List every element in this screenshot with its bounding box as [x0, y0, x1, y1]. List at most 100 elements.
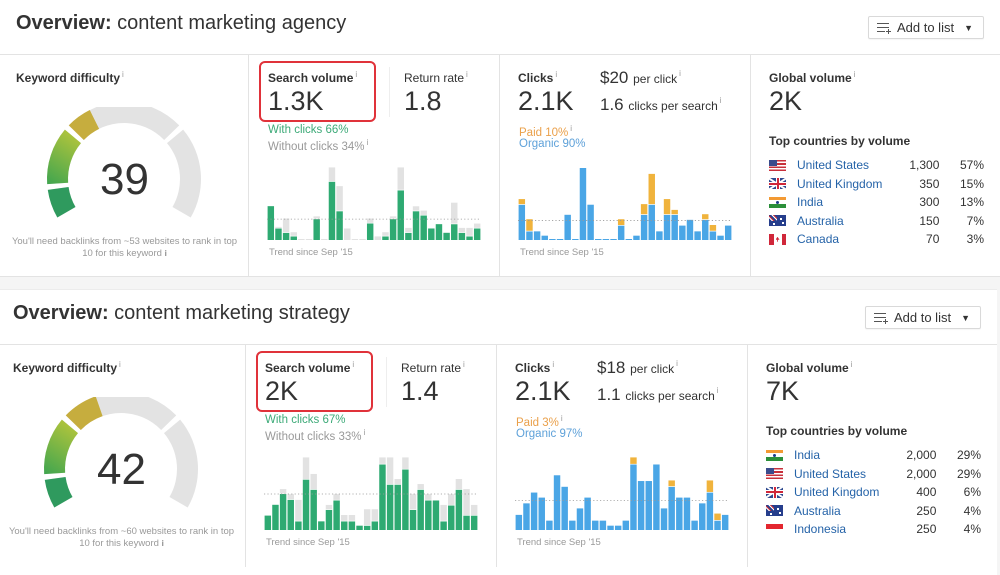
country-name-link[interactable]: United Kingdom	[797, 176, 883, 191]
info-icon[interactable]: i	[164, 249, 167, 258]
add-to-list-button[interactable]: Add to list ▼	[867, 16, 984, 39]
info-icon[interactable]: i	[560, 414, 563, 423]
bar-with-clicks	[264, 515, 272, 530]
bar-organic	[556, 239, 564, 240]
bar-separator	[287, 499, 294, 500]
bar-separator	[668, 486, 675, 487]
bar-organic	[561, 486, 568, 530]
clicks-per-search: 1.6 clicks per search i	[600, 95, 722, 114]
country-share: 57%	[959, 158, 984, 173]
bar-without-clicks	[310, 473, 317, 490]
top-countries-label: Top countries by volume	[766, 424, 908, 438]
bar-separator	[341, 520, 348, 522]
gauge-segment-fill	[47, 129, 82, 185]
clicks-card: Clicks i 2.1K $18 per click i 1.1 clicks p…	[497, 345, 748, 567]
bar-without-clicks	[295, 499, 302, 521]
info-icon[interactable]: i	[676, 359, 678, 369]
bar-with-clicks	[425, 500, 432, 530]
search-volume-card: Search volume i 1.3K Return rate i 1.8 Wit…	[249, 55, 500, 277]
divider	[386, 357, 387, 407]
bar-without-clicks	[313, 216, 320, 219]
country-volume: 250	[916, 503, 937, 518]
info-icon[interactable]: i	[555, 70, 558, 79]
info-icon[interactable]: i	[122, 70, 124, 79]
bar-without-clicks	[305, 239, 313, 240]
info-icon[interactable]: i	[366, 138, 369, 147]
highlight-box	[256, 351, 373, 412]
bar-separator	[448, 504, 455, 506]
country-name-link[interactable]: India	[794, 448, 821, 463]
country-name-link[interactable]: United States	[794, 466, 867, 481]
info-icon[interactable]: i	[853, 70, 856, 79]
info-icon[interactable]: i	[552, 360, 555, 369]
bar-separator	[440, 520, 447, 522]
return-rate-label: Return rate i	[404, 70, 468, 85]
trend-label: Trend since Sep '15	[269, 247, 353, 258]
country-name-link[interactable]: India	[797, 195, 824, 210]
bar-organic	[602, 239, 610, 240]
bar-with-clicks	[435, 224, 443, 240]
country-name-link[interactable]: Indonesia	[794, 522, 847, 537]
country-name-link[interactable]: Canada	[797, 232, 840, 247]
caret-down-icon: ▼	[964, 22, 973, 33]
bar-with-clicks	[348, 521, 356, 530]
bar-separator	[275, 227, 282, 229]
info-icon[interactable]: i	[716, 386, 719, 396]
info-icon[interactable]: i	[719, 96, 722, 106]
bar-with-clicks	[443, 232, 450, 240]
divider	[389, 67, 390, 117]
country-name-link[interactable]: United States	[797, 158, 870, 173]
bar-separator	[405, 232, 412, 233]
info-icon[interactable]: i	[463, 360, 465, 369]
bar-organic	[683, 497, 691, 530]
info-icon[interactable]: i	[850, 360, 853, 369]
info-icon[interactable]: i	[119, 360, 121, 369]
bar-organic	[717, 235, 724, 240]
add-to-list-button[interactable]: Add to list ▼	[864, 306, 981, 329]
bar-without-clicks	[302, 457, 310, 479]
info-icon[interactable]: i	[466, 70, 468, 79]
bar-organic	[614, 525, 622, 530]
flag-in-icon	[769, 196, 786, 208]
country-share: 6%	[963, 485, 981, 500]
flag-us-icon	[766, 468, 783, 480]
country-row: United States 1,300 57%	[769, 156, 984, 175]
bar-organic	[576, 508, 584, 530]
difficulty-gauge	[47, 107, 201, 218]
bar-separator	[325, 509, 333, 510]
keyword-text: content marketing strategy	[114, 302, 350, 324]
flag-us-icon	[769, 159, 786, 171]
country-name-link[interactable]: Australia	[794, 503, 841, 518]
country-name-link[interactable]: United Kingdom	[794, 485, 880, 500]
bar-organic	[676, 497, 683, 530]
info-icon[interactable]: i	[363, 428, 366, 437]
bar-without-clicks	[290, 232, 297, 236]
bar-organic	[671, 214, 678, 240]
global-volume-label: Global volume i	[766, 360, 853, 375]
bar-with-clicks	[470, 515, 478, 530]
bar-paid	[709, 225, 717, 231]
bar-paid	[617, 219, 625, 225]
bar-with-clicks	[356, 525, 363, 530]
bar-separator	[397, 189, 404, 191]
global-volume-value: 2K	[769, 86, 803, 116]
bar-organic	[518, 204, 526, 240]
country-name-link[interactable]: Australia	[797, 213, 844, 228]
info-icon[interactable]: i	[570, 124, 573, 133]
bar-with-clicks	[333, 500, 340, 530]
bar-separator	[348, 520, 356, 522]
without-clicks-share: Without clicks 33% i	[265, 428, 366, 443]
bar-with-clicks	[341, 521, 348, 530]
bar-separator	[310, 489, 317, 490]
info-icon[interactable]: i	[161, 539, 164, 548]
info-icon[interactable]: i	[679, 69, 681, 79]
bar-with-clicks	[313, 219, 320, 240]
bar-organic	[714, 520, 721, 530]
info-icon[interactable]: i	[355, 70, 358, 79]
flag-au-icon	[769, 215, 786, 227]
bar-without-clicks	[275, 226, 282, 228]
bar-organic	[515, 514, 523, 530]
clicks-per-search: 1.1 clicks per search i	[597, 385, 719, 404]
info-icon[interactable]: i	[352, 360, 355, 369]
country-volume: 350	[919, 176, 940, 191]
